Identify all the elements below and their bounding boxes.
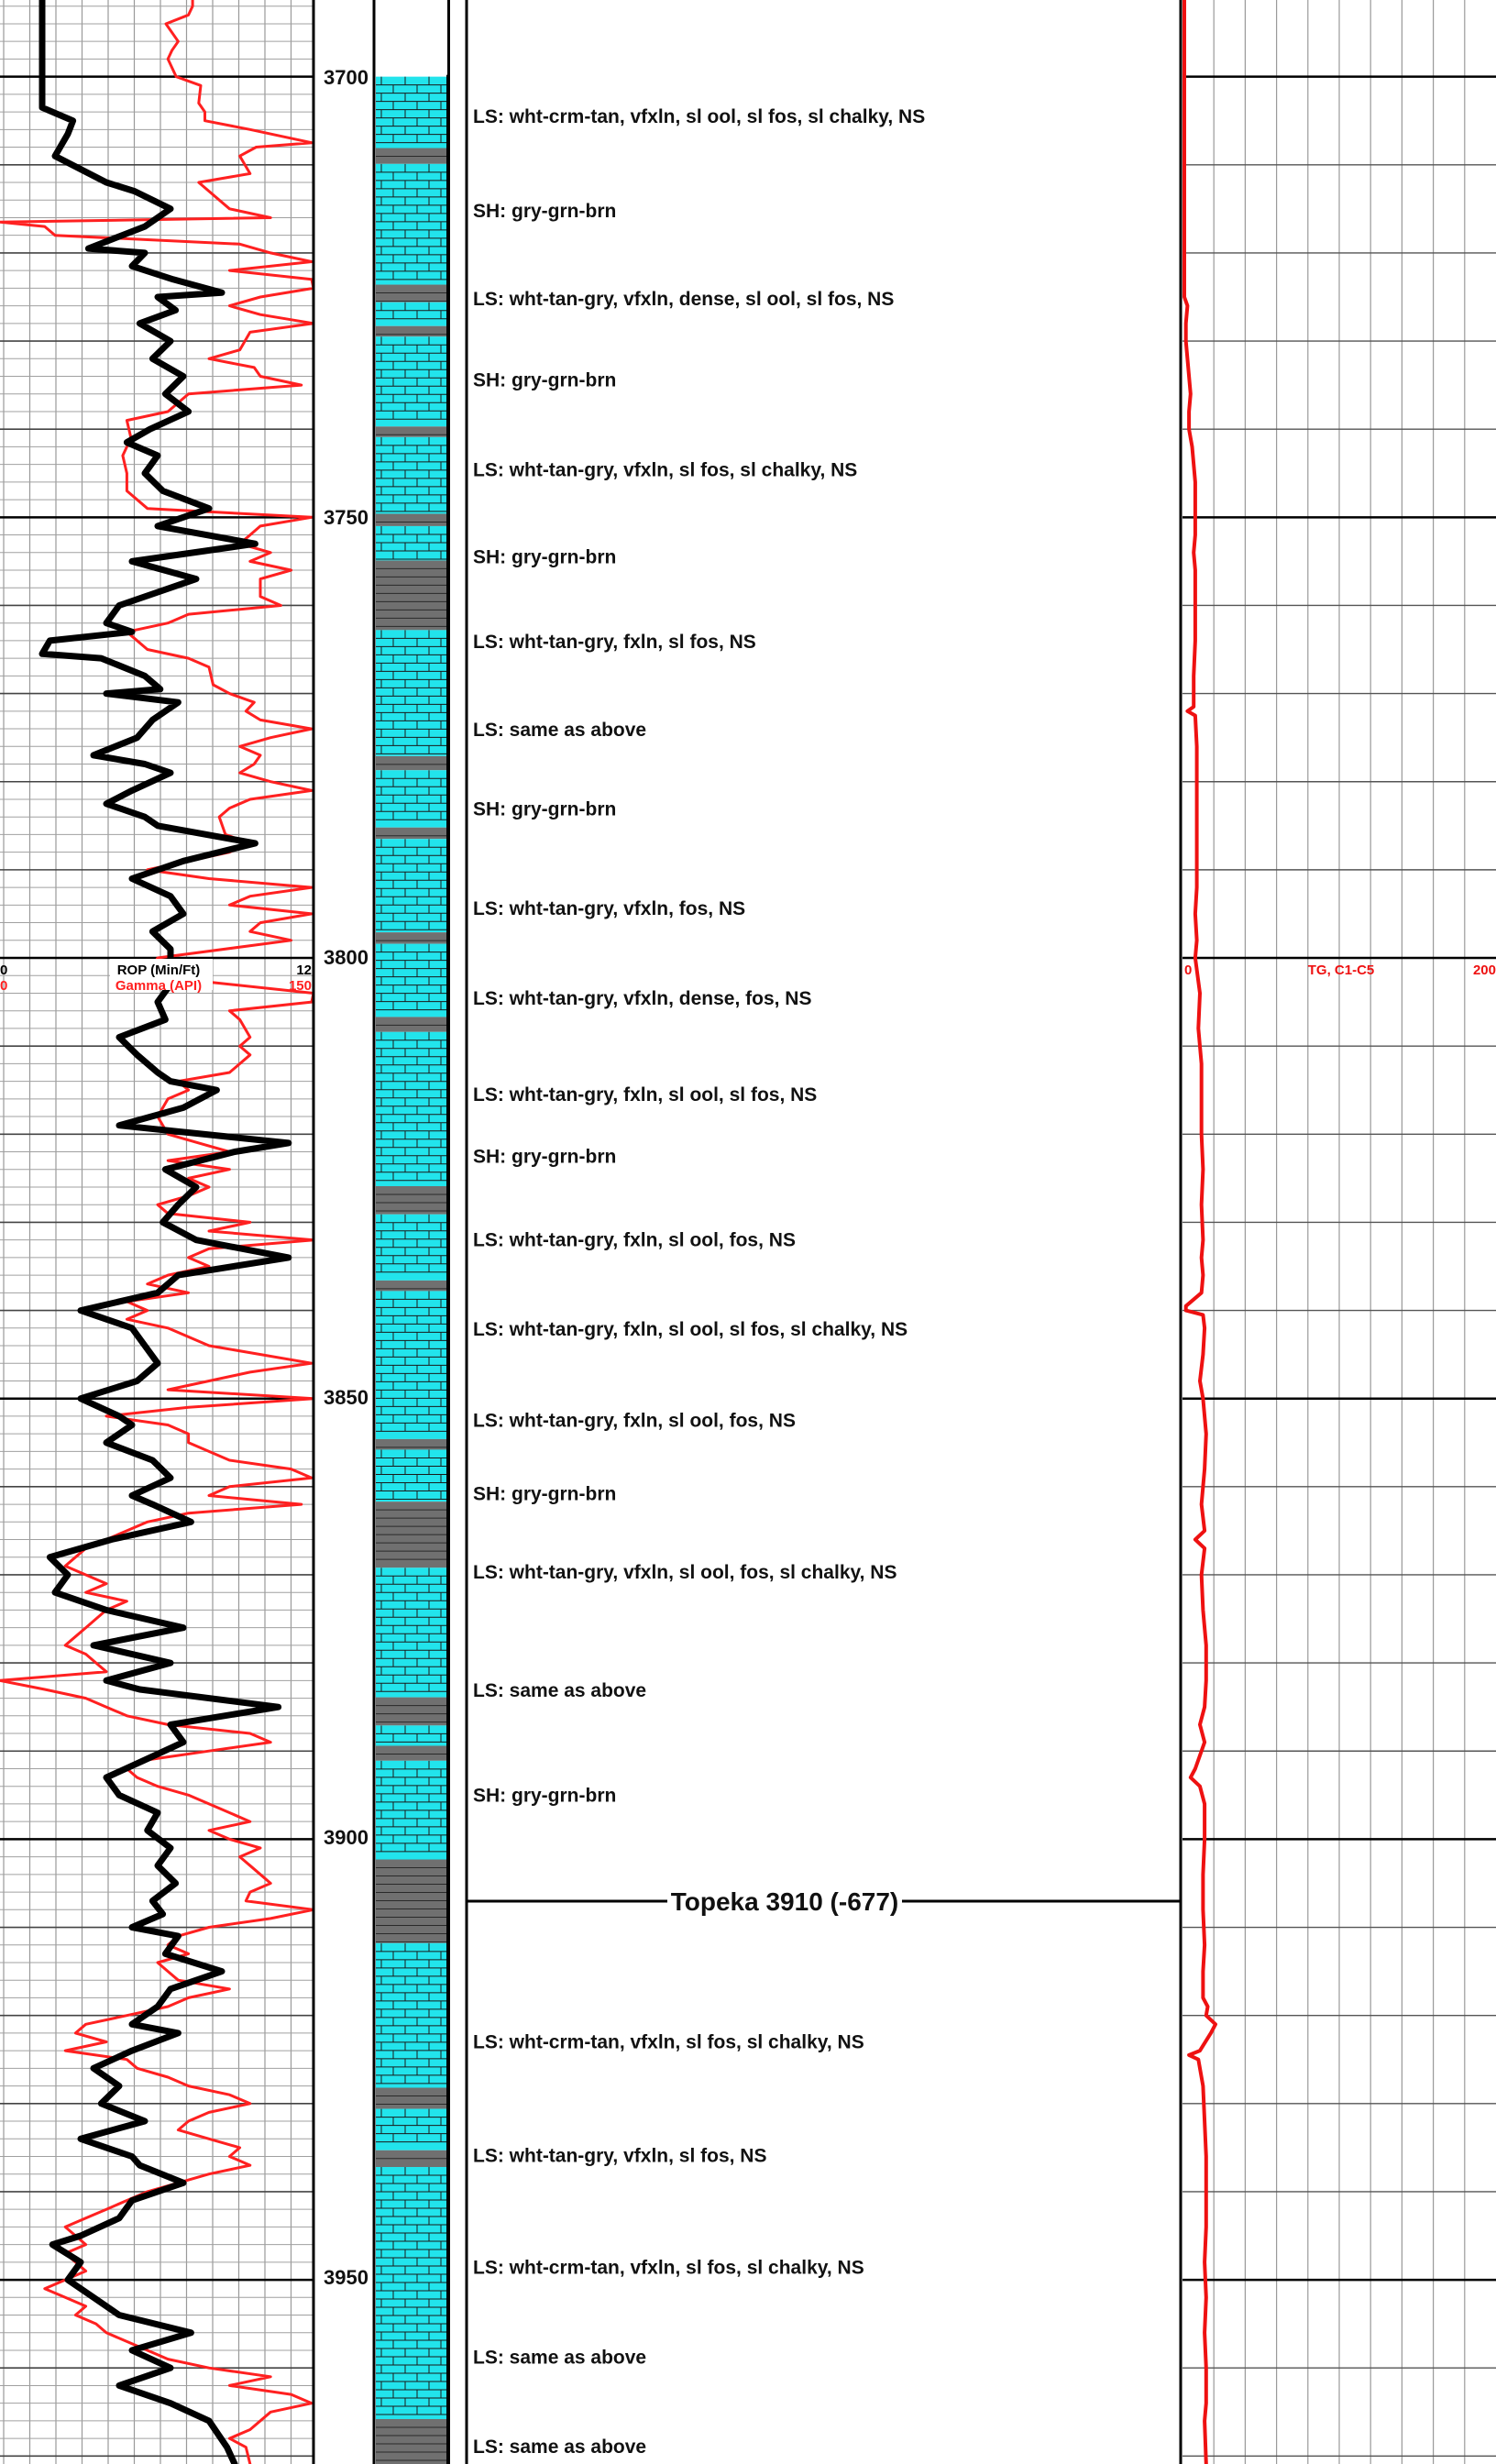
shale-bed (376, 1017, 447, 1032)
lithology-description: LS: wht-tan-gry, fxln, sl fos, NS (473, 632, 756, 653)
shale-bed (376, 2418, 447, 2464)
depth-label-3850: 3850 (324, 1386, 368, 1409)
lithology-blank (376, 0, 447, 75)
gamma-scale-name: Gamma (API) (116, 978, 202, 994)
limestone-bed (376, 436, 447, 514)
depth-label-3700: 3700 (324, 66, 368, 89)
lithology-column (376, 76, 447, 2464)
lithology-description: SH: gry-grn-brn (473, 799, 616, 820)
shale-bed (376, 560, 447, 631)
gas-curve (1182, 0, 1217, 2464)
lithology-descriptions: LS: wht-crm-tan, vfxln, sl ool, sl fos, … (473, 106, 925, 2458)
lithology-description: LS: wht-tan-gry, fxln, sl ool, sl fos, N… (473, 1084, 817, 1106)
shale-bed (376, 932, 447, 944)
limestone-bed (376, 302, 447, 326)
depth-label-3900: 3900 (324, 1826, 368, 1849)
gas-scale: 0 TG, C1-C5 200 (1184, 962, 1496, 978)
gas-scale-max: 200 (1473, 962, 1496, 978)
lithology-description: LS: wht-crm-tan, vfxln, sl fos, sl chalk… (473, 2258, 864, 2279)
gas-grid (1182, 0, 1496, 2464)
limestone-bed (376, 770, 447, 828)
lithology-description: SH: gry-grn-brn (473, 1146, 616, 1167)
shale-bed (376, 1745, 447, 1761)
lithology-description: LS: wht-tan-gry, fxln, sl ool, sl fos, s… (473, 1319, 908, 1340)
limestone-bed (376, 1568, 447, 1698)
gamma-scale-max: 150 (289, 978, 312, 994)
shale-bed (376, 2087, 447, 2109)
scale-label-background (110, 959, 213, 990)
lithology-description: SH: gry-grn-brn (473, 1785, 616, 1806)
log-curves (0, 0, 1217, 2464)
limestone-bed (376, 2108, 447, 2150)
lithology-description: SH: gry-grn-brn (473, 369, 616, 390)
shale-bed (376, 325, 447, 337)
lithology-description: LS: wht-tan-gry, vfxln, sl ool, fos, sl … (473, 1562, 896, 1583)
shale-bed (376, 1859, 447, 1943)
shale-bed (376, 755, 447, 771)
lithology-description: LS: same as above (473, 2436, 646, 2458)
lithology-description: LS: wht-crm-tan, vfxln, sl ool, sl fos, … (473, 106, 925, 127)
gamma-scale-min: 0 (0, 978, 7, 994)
rop-scale-name: ROP (Min/Ft) (117, 962, 201, 978)
gas-scale-name: TG, C1-C5 (1308, 962, 1375, 978)
lithology-description: LS: same as above (473, 1680, 646, 1701)
depth-labels: 3700 3750 3800 3850 3900 3950 (324, 66, 368, 2289)
lithology-description: LS: wht-tan-gry, fxln, sl ool, fos, NS (473, 1411, 796, 1432)
lithology-description: LS: wht-tan-gry, vfxln, dense, sl ool, s… (473, 289, 894, 310)
shale-bed (376, 1186, 447, 1215)
formation-top-label-background (667, 1885, 902, 1918)
limestone-bed (376, 1942, 447, 2088)
formation-tops: Topeka 3910 (-677) (468, 1885, 1181, 1918)
lithology-description: LS: wht-tan-gry, vfxln, sl fos, NS (473, 2146, 766, 2167)
shale-bed (376, 513, 447, 526)
track-frames (312, 0, 1182, 2464)
depth-label-3750: 3750 (324, 506, 368, 529)
limestone-bed (376, 336, 447, 427)
shale-bed (376, 1438, 447, 1450)
gas-scale-min: 0 (1184, 962, 1192, 978)
depth-label-3800: 3800 (324, 946, 368, 969)
shale-bed (376, 827, 447, 840)
lithology-description: LS: same as above (473, 720, 646, 741)
shale-bed (376, 1280, 447, 1292)
shale-bed (376, 1697, 447, 1726)
limestone-bed (376, 630, 447, 756)
rop-curve (38, 0, 292, 2464)
gamma-curve (0, 0, 315, 2464)
limestone-bed (376, 943, 447, 1018)
rop-gamma-grid (0, 0, 314, 2464)
formation-top-label: Topeka 3910 (-677) (671, 1887, 899, 1916)
rop-scale-max: 12 (296, 962, 312, 978)
depth-label-3950: 3950 (324, 2266, 368, 2289)
lithology-description: LS: wht-tan-gry, vfxln, sl fos, sl chalk… (473, 459, 857, 480)
lithology-description: LS: wht-tan-gry, fxln, sl ool, fos, NS (473, 1230, 796, 1251)
limestone-bed (376, 1031, 447, 1187)
lithology-description: LS: same as above (473, 2348, 646, 2369)
lithology-description: LS: wht-crm-tan, vfxln, sl fos, sl chalk… (473, 2032, 864, 2053)
limestone-bed (376, 2167, 447, 2419)
limestone-bed (376, 76, 447, 148)
lithology-description: LS: wht-tan-gry, vfxln, dense, fos, NS (473, 988, 811, 1009)
limestone-bed (376, 525, 447, 561)
rop-gamma-scale: 0 ROP (Min/Ft) 12 0 Gamma (API) 150 (0, 959, 312, 994)
lithology-description: SH: gry-grn-brn (473, 1484, 616, 1505)
lithology-description: LS: wht-tan-gry, vfxln, fos, NS (473, 898, 745, 919)
lithology-description: SH: gry-grn-brn (473, 201, 616, 222)
shale-bed (376, 426, 447, 437)
limestone-bed (376, 163, 447, 285)
limestone-bed (376, 1725, 447, 1746)
rop-scale-min: 0 (0, 962, 7, 978)
lithology-description: SH: gry-grn-brn (473, 547, 616, 568)
limestone-bed (376, 839, 447, 933)
shale-bed (376, 284, 447, 302)
